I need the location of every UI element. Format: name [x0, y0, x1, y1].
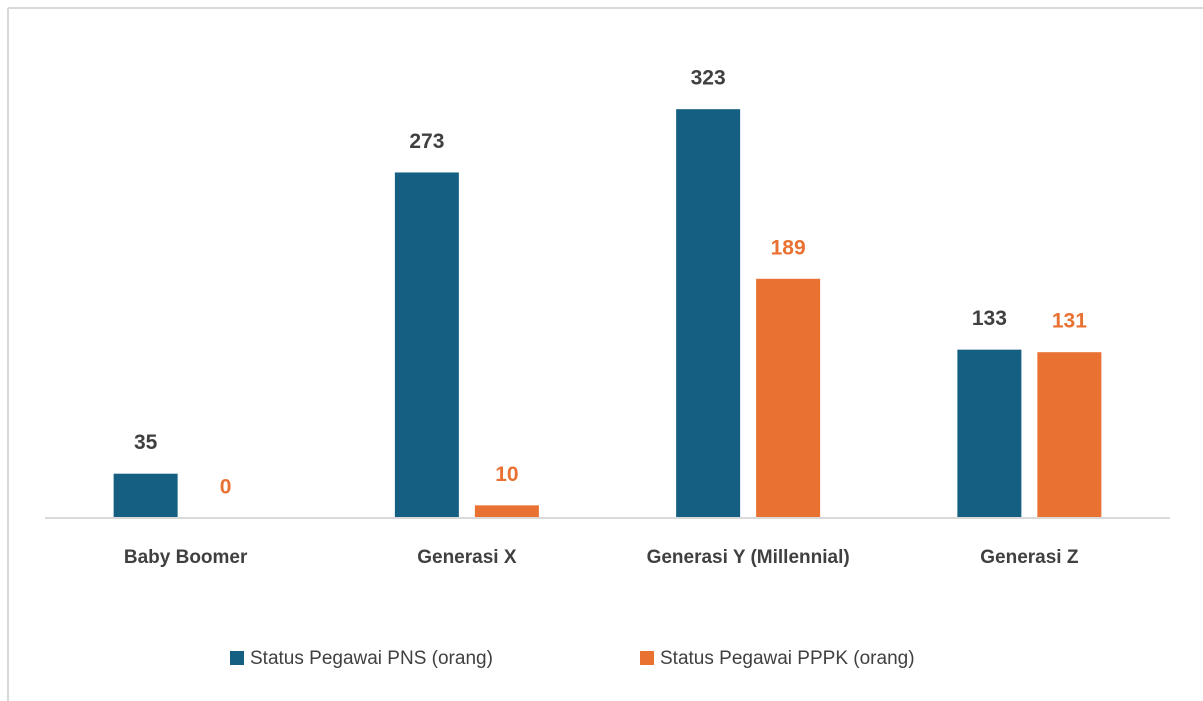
bar	[474, 505, 539, 518]
data-label: 35	[134, 431, 158, 454]
data-label: 273	[409, 130, 444, 153]
x-tick-label: Baby Boomer	[124, 547, 248, 568]
bar	[113, 473, 178, 518]
legend-swatch	[640, 651, 654, 665]
data-label: 10	[495, 463, 518, 486]
x-tick-label: Generasi X	[417, 547, 517, 568]
data-label: 131	[1052, 310, 1087, 333]
legend-label: Status Pegawai PNS (orang)	[250, 648, 493, 669]
x-tick-label: Generasi Y (Millennial)	[647, 547, 850, 568]
legend-label: Status Pegawai PPPK (orang)	[660, 648, 915, 669]
bar	[676, 109, 741, 518]
data-label: 133	[972, 307, 1007, 330]
data-label: 189	[771, 236, 806, 259]
data-label: 323	[691, 67, 726, 90]
data-label: 0	[220, 476, 232, 499]
legend-swatch	[230, 651, 244, 665]
bar	[957, 349, 1022, 518]
bar	[1037, 352, 1102, 518]
bar	[756, 278, 821, 518]
x-tick-label: Generasi Z	[980, 547, 1079, 568]
bar	[394, 172, 459, 518]
